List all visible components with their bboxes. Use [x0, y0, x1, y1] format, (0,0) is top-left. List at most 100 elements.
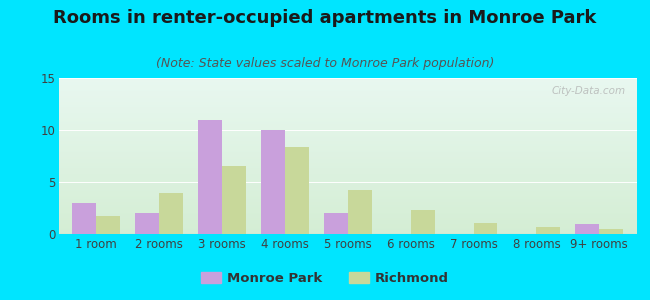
Bar — [58, 213, 637, 214]
Bar — [58, 127, 637, 128]
Bar — [58, 130, 637, 131]
Bar — [58, 124, 637, 125]
Bar — [58, 212, 637, 213]
Bar — [58, 181, 637, 182]
Bar — [58, 165, 637, 166]
Bar — [58, 113, 637, 114]
Bar — [58, 162, 637, 163]
Bar — [58, 166, 637, 167]
Bar — [58, 101, 637, 102]
Bar — [58, 164, 637, 165]
Bar — [261, 130, 285, 234]
Bar — [58, 108, 637, 109]
Bar — [58, 105, 637, 106]
Bar — [58, 136, 637, 137]
Bar — [58, 214, 637, 215]
Bar — [58, 155, 637, 156]
Bar — [58, 107, 637, 108]
Bar — [58, 110, 637, 111]
Bar — [324, 213, 348, 234]
Bar — [58, 83, 637, 84]
Bar — [58, 223, 637, 224]
Bar — [58, 168, 637, 169]
Bar — [58, 218, 637, 219]
Bar — [58, 157, 637, 158]
Bar — [58, 170, 637, 171]
Bar — [58, 193, 637, 194]
Bar — [58, 172, 637, 173]
Bar — [58, 82, 637, 83]
Bar — [58, 137, 637, 138]
Bar — [58, 156, 637, 157]
Bar — [58, 78, 637, 79]
Bar — [58, 221, 637, 222]
Bar — [58, 159, 637, 160]
Bar — [58, 192, 637, 193]
Bar — [58, 202, 637, 203]
Bar — [58, 138, 637, 139]
Bar — [58, 227, 637, 228]
Bar — [222, 167, 246, 234]
Bar — [285, 147, 309, 234]
Bar — [58, 98, 637, 99]
Bar — [58, 196, 637, 197]
Bar — [58, 106, 637, 107]
Bar — [58, 99, 637, 100]
Bar — [58, 187, 637, 188]
Bar — [58, 112, 637, 113]
Bar — [58, 152, 637, 153]
Bar — [58, 180, 637, 181]
Bar — [58, 109, 637, 110]
Bar — [58, 215, 637, 216]
Bar — [58, 171, 637, 172]
Bar — [58, 186, 637, 187]
Bar — [58, 143, 637, 144]
Bar — [348, 190, 372, 234]
Bar — [58, 190, 637, 191]
Bar — [58, 201, 637, 202]
Bar — [58, 183, 637, 184]
Bar — [58, 81, 637, 82]
Bar — [58, 80, 637, 81]
Bar — [58, 188, 637, 189]
Bar — [58, 224, 637, 225]
Bar — [58, 132, 637, 133]
Bar — [58, 119, 637, 120]
Bar — [58, 114, 637, 115]
Bar — [58, 118, 637, 119]
Bar — [58, 230, 637, 231]
Bar — [58, 86, 637, 87]
Bar — [58, 191, 637, 192]
Bar — [58, 225, 637, 226]
Bar — [96, 216, 120, 234]
Bar — [58, 133, 637, 134]
Bar — [599, 229, 623, 234]
Bar — [58, 203, 637, 204]
Bar — [58, 115, 637, 116]
Bar — [58, 167, 637, 168]
Bar — [58, 123, 637, 124]
Bar — [58, 219, 637, 220]
Bar — [58, 220, 637, 221]
Bar — [58, 200, 637, 201]
Bar — [58, 184, 637, 185]
Legend: Monroe Park, Richmond: Monroe Park, Richmond — [196, 267, 454, 290]
Bar — [58, 185, 637, 186]
Bar — [58, 148, 637, 149]
Bar — [58, 209, 637, 210]
Bar — [58, 93, 637, 94]
Bar — [58, 122, 637, 123]
Bar — [58, 194, 637, 195]
Bar — [58, 229, 637, 230]
Bar — [58, 121, 637, 122]
Bar — [159, 194, 183, 234]
Bar — [58, 216, 637, 217]
Bar — [536, 227, 560, 234]
Bar — [58, 176, 637, 177]
Bar — [58, 84, 637, 85]
Bar — [58, 96, 637, 97]
Bar — [58, 222, 637, 223]
Bar — [58, 146, 637, 147]
Text: City-Data.com: City-Data.com — [551, 86, 625, 96]
Bar — [135, 213, 159, 234]
